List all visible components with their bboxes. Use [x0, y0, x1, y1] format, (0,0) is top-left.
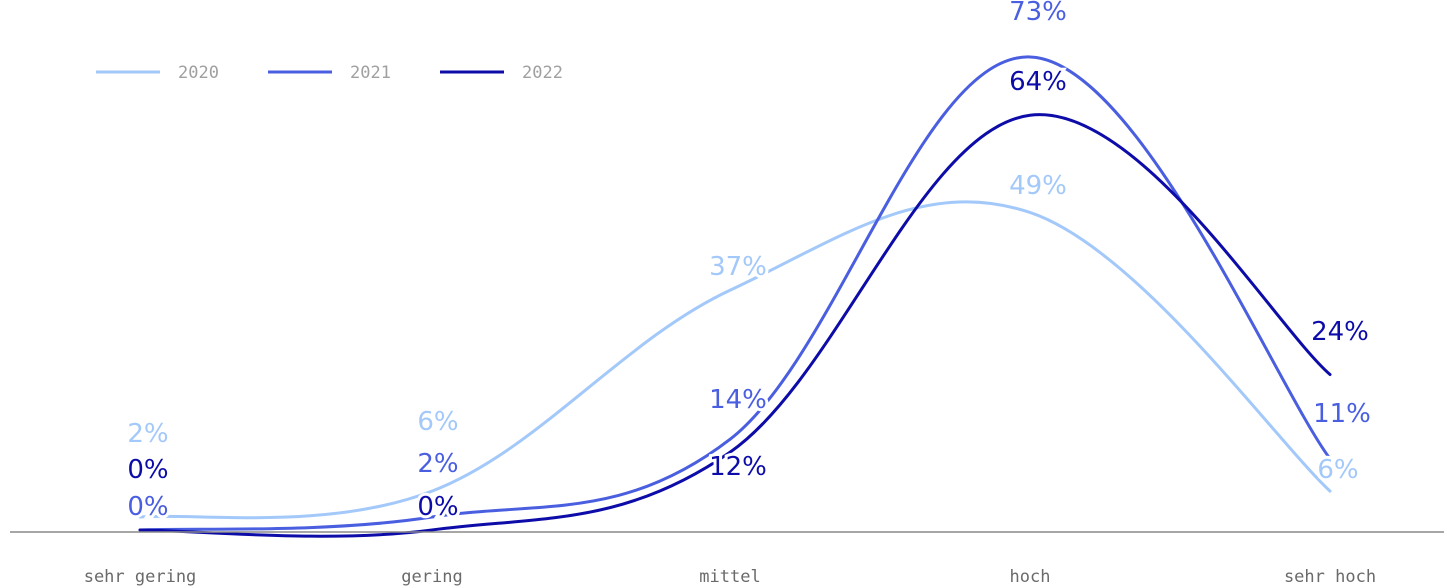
series-line-2022	[138, 113, 1332, 538]
x-tick-label: mittel	[699, 567, 760, 587]
data-label-2020-2: 37%	[709, 252, 767, 282]
series-lines	[138, 55, 1332, 538]
data-label-2022-3: 64%	[1009, 67, 1067, 97]
legend-label-2021: 2021	[350, 63, 391, 83]
data-label-2022-2: 12%	[709, 452, 767, 482]
data-label-2022-1: 0%	[417, 492, 458, 522]
data-label-2020-4: 6%	[1317, 455, 1358, 485]
legend-label-2022: 2022	[522, 63, 563, 83]
data-label-2022-0: 0%	[127, 455, 168, 485]
data-label-2020-0: 2%	[127, 419, 168, 449]
data-label-2021-2: 14%	[709, 385, 767, 415]
data-label-2021-3: 73%	[1009, 0, 1067, 27]
data-label-2021-1: 2%	[417, 449, 458, 479]
data-label-2021-4: 11%	[1313, 399, 1371, 429]
x-tick-label: gering	[401, 567, 462, 587]
series-line-2020	[138, 200, 1332, 520]
data-label-2022-4: 24%	[1311, 317, 1369, 347]
data-label-2020-3: 49%	[1009, 171, 1067, 201]
legend: 2020 2021 2022	[96, 63, 563, 83]
x-tick-label: hoch	[1010, 567, 1051, 587]
x-tick-label: sehr hoch	[1284, 567, 1376, 587]
x-axis-ticks: sehr gering gering mittel hoch sehr hoch	[84, 567, 1376, 587]
series-line-2021	[138, 55, 1332, 532]
data-label-2020-1: 6%	[417, 407, 458, 437]
legend-label-2020: 2020	[178, 63, 219, 83]
data-labels: 2% 6% 37% 49% 6% 0% 2% 14% 73% 11% 0% 0% 12% 64% 24%	[124, 0, 1374, 525]
x-tick-label: sehr gering	[84, 567, 197, 587]
data-label-2021-0: 0%	[127, 492, 168, 522]
